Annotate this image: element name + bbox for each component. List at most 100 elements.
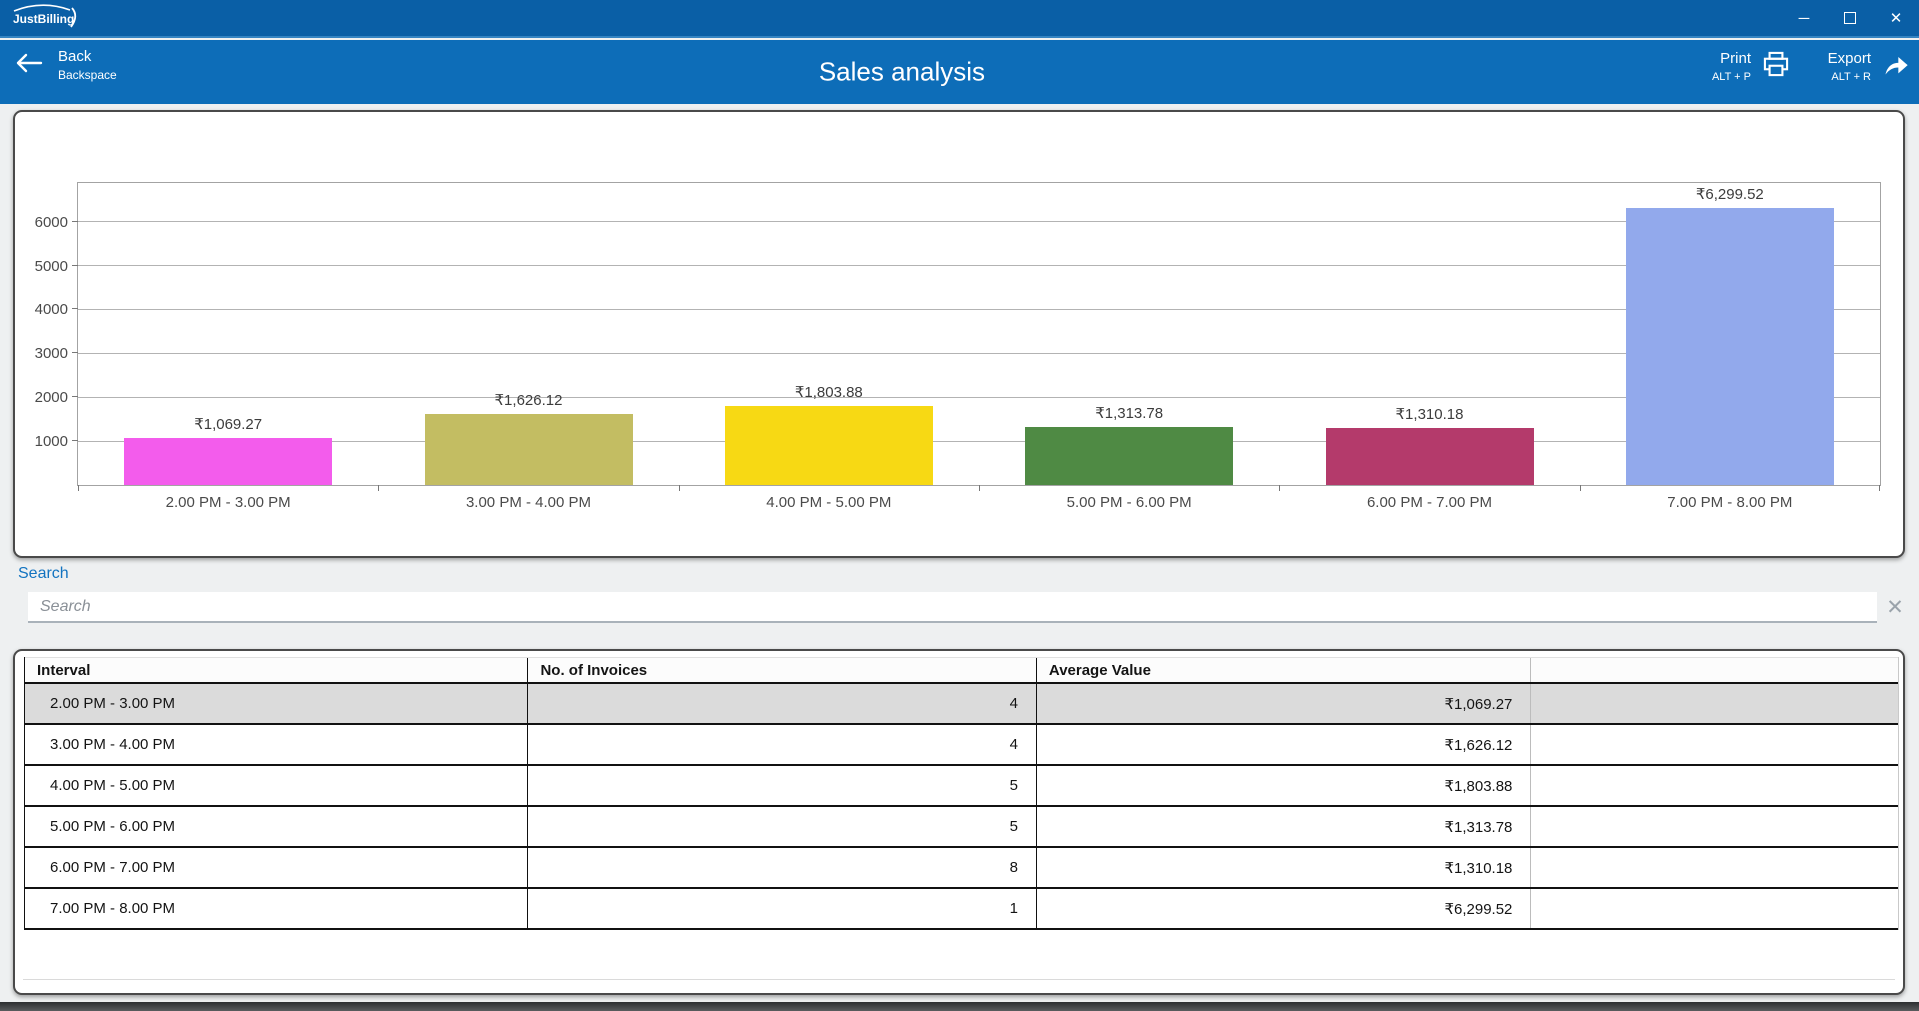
table-row[interactable]: 4.00 PM - 5.00 PM5₹1,803.88: [25, 766, 1898, 807]
y-gridline: [78, 397, 1880, 398]
share-export-icon: [1881, 50, 1911, 83]
y-tick-mark: [72, 440, 78, 441]
y-tick-mark: [72, 352, 78, 353]
table-panel: Interval No. of Invoices Average Value 2…: [13, 649, 1905, 995]
table-cell: [1531, 684, 1898, 723]
y-tick-mark: [72, 221, 78, 222]
table-body: 2.00 PM - 3.00 PM4₹1,069.273.00 PM - 4.0…: [25, 684, 1898, 930]
bar[interactable]: [124, 438, 332, 485]
table-cell: 4: [528, 725, 1036, 764]
table-cell: [1531, 725, 1898, 764]
bar-value-label: ₹6,299.52: [1580, 185, 1880, 203]
table-row[interactable]: 7.00 PM - 8.00 PM1₹6,299.52: [25, 889, 1898, 930]
print-label: Print: [1712, 50, 1751, 67]
table-row[interactable]: 6.00 PM - 7.00 PM8₹1,310.18: [25, 848, 1898, 889]
table-cell: ₹1,626.12: [1037, 725, 1531, 764]
column-header-interval[interactable]: Interval: [25, 658, 528, 682]
minimize-button[interactable]: ─: [1781, 0, 1827, 36]
bar-value-label: ₹1,069.27: [78, 415, 378, 433]
bar-value-label: ₹1,313.78: [979, 404, 1279, 422]
table-cell: 5: [528, 766, 1036, 805]
print-button[interactable]: Print ALT + P: [1712, 50, 1791, 83]
titlebar: JustBilling ─ ✕: [0, 0, 1919, 38]
search-clear-icon[interactable]: ✕: [1883, 593, 1907, 621]
x-tick-mark: [378, 485, 379, 491]
x-tick-mark: [679, 485, 680, 491]
bar-value-label: ₹1,310.18: [1279, 405, 1579, 423]
maximize-icon: [1844, 12, 1856, 24]
maximize-button[interactable]: [1827, 0, 1873, 36]
table-cell: 5.00 PM - 6.00 PM: [25, 807, 528, 846]
table-cell: [1531, 848, 1898, 887]
printer-icon: [1761, 50, 1791, 83]
x-tick-mark: [1279, 485, 1280, 491]
justbilling-logo: JustBilling: [8, 3, 86, 33]
table-row[interactable]: 2.00 PM - 3.00 PM4₹1,069.27: [25, 684, 1898, 725]
y-gridline: [78, 353, 1880, 354]
back-shortcut: Backspace: [58, 68, 117, 82]
column-header-average[interactable]: Average Value: [1037, 658, 1531, 682]
table-row[interactable]: 3.00 PM - 4.00 PM4₹1,626.12: [25, 725, 1898, 766]
bar[interactable]: [1326, 428, 1534, 486]
table-cell: ₹6,299.52: [1037, 889, 1531, 928]
close-button[interactable]: ✕: [1873, 0, 1919, 36]
table-cell: ₹1,313.78: [1037, 807, 1531, 846]
export-shortcut: ALT + R: [1828, 71, 1871, 83]
svg-text:JustBilling: JustBilling: [13, 12, 74, 26]
y-tick-mark: [72, 265, 78, 266]
table-cell: ₹1,310.18: [1037, 848, 1531, 887]
back-label: Back: [58, 48, 117, 65]
y-gridline: [78, 441, 1880, 442]
y-tick-label: 6000: [18, 214, 68, 231]
table-cell: 5: [528, 807, 1036, 846]
bar[interactable]: [1025, 427, 1233, 485]
table-cell: 3.00 PM - 4.00 PM: [25, 725, 528, 764]
table-cell: 2.00 PM - 3.00 PM: [25, 684, 528, 723]
bottom-edge-strip: [0, 1002, 1919, 1011]
y-tick-label: 2000: [18, 389, 68, 406]
y-tick-mark: [72, 308, 78, 309]
x-category-label: 5.00 PM - 6.00 PM: [979, 494, 1279, 511]
bar[interactable]: [425, 414, 633, 485]
table-cell: 8: [528, 848, 1036, 887]
export-button[interactable]: Export ALT + R: [1828, 50, 1911, 83]
x-tick-mark: [1879, 485, 1880, 491]
column-header-empty: [1531, 658, 1898, 682]
table-cell: 4: [528, 684, 1036, 723]
bar[interactable]: [1626, 208, 1834, 485]
x-category-label: 3.00 PM - 4.00 PM: [378, 494, 678, 511]
y-gridline: [78, 265, 1880, 266]
x-tick-mark: [979, 485, 980, 491]
back-button[interactable]: Back Backspace: [14, 48, 117, 82]
command-header: Back Backspace Sales analysis Print ALT …: [0, 40, 1919, 104]
table-cell: 4.00 PM - 5.00 PM: [25, 766, 528, 805]
y-tick-label: 3000: [18, 345, 68, 362]
column-header-invoices[interactable]: No. of Invoices: [528, 658, 1036, 682]
table-row[interactable]: 5.00 PM - 6.00 PM5₹1,313.78: [25, 807, 1898, 848]
table-header-row: Interval No. of Invoices Average Value: [25, 657, 1898, 684]
export-label: Export: [1828, 50, 1871, 67]
bar[interactable]: [725, 406, 933, 485]
back-arrow-icon: [14, 52, 44, 79]
x-tick-mark: [1580, 485, 1581, 491]
bar-value-label: ₹1,803.88: [679, 383, 979, 401]
window-controls: ─ ✕: [1781, 0, 1919, 36]
table-cell: ₹1,803.88: [1037, 766, 1531, 805]
y-tick-label: 5000: [18, 258, 68, 275]
y-gridline: [78, 221, 1880, 222]
y-gridline: [78, 309, 1880, 310]
table-cell: 7.00 PM - 8.00 PM: [25, 889, 528, 928]
table-cell: [1531, 766, 1898, 805]
chart-panel: 100020003000400050006000₹1,069.272.00 PM…: [13, 110, 1905, 558]
x-tick-mark: [78, 485, 79, 491]
chart-plot: 100020003000400050006000₹1,069.272.00 PM…: [77, 182, 1881, 486]
table-cell: ₹1,069.27: [1037, 684, 1531, 723]
page-title: Sales analysis: [819, 57, 985, 88]
x-category-label: 2.00 PM - 3.00 PM: [78, 494, 378, 511]
search-input[interactable]: [28, 592, 1877, 623]
x-category-label: 4.00 PM - 5.00 PM: [679, 494, 979, 511]
table-cell: [1531, 889, 1898, 928]
app-window: JustBilling ─ ✕ Back Backspace Sales ana…: [0, 0, 1919, 1011]
x-category-label: 7.00 PM - 8.00 PM: [1580, 494, 1880, 511]
y-tick-mark: [72, 396, 78, 397]
